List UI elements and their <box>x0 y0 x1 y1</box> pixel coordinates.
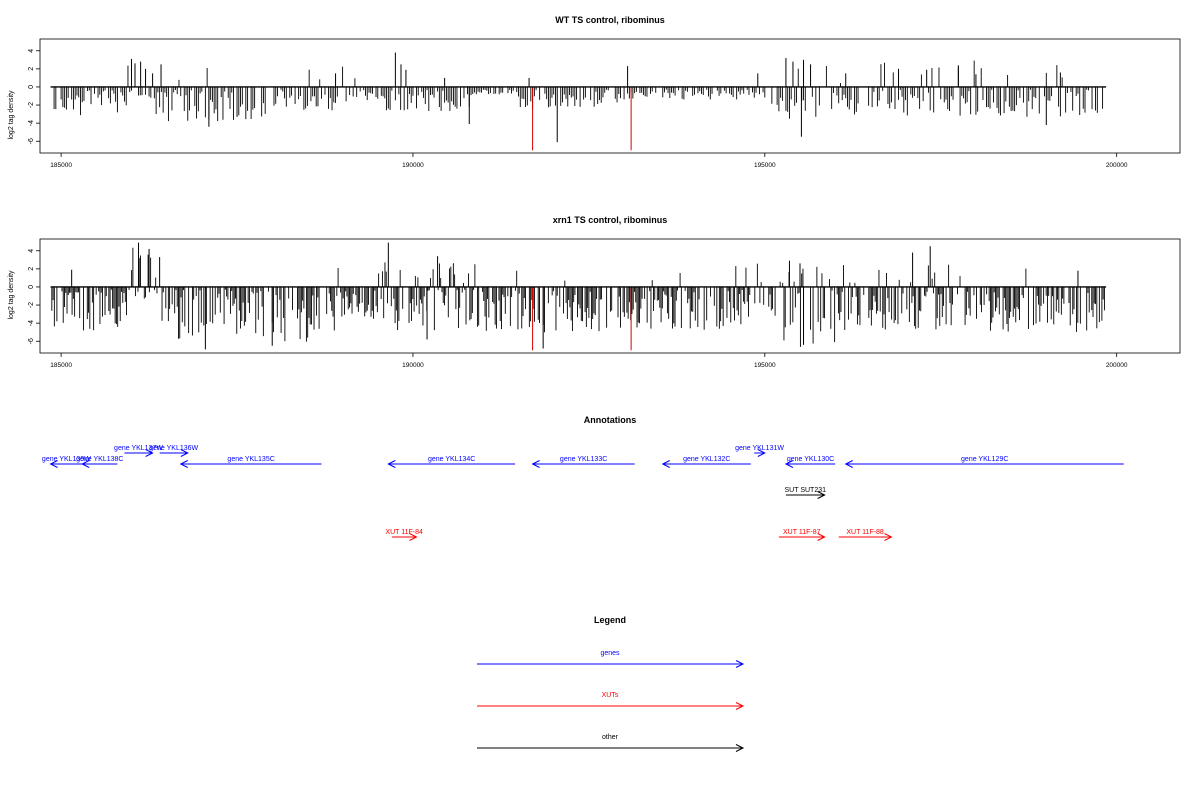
wt-panel-title: WT TS control, ribominus <box>555 15 665 25</box>
feature-label-xut-11f-88: XUT 11F-88 <box>846 529 884 536</box>
feature-label-gene-ykl133c: gene YKL133C <box>560 456 607 463</box>
wt-y-tick-label-3: -2 <box>28 102 35 108</box>
xrn1-panel-title: xrn1 TS control, ribominus <box>553 215 668 225</box>
legend-items: genes XUTs other <box>477 650 745 752</box>
legend-item-xuts: XUTs <box>477 692 745 710</box>
feature-label-gene-ykl130c: gene YKL130C <box>787 456 834 463</box>
wt-x-tick-label-2: 195000 <box>754 162 776 169</box>
feature-label-xut-11f-87: XUT 11F-87 <box>783 529 821 536</box>
feature-xut-11f-87: XUT 11F-87 <box>778 529 826 541</box>
feature-gene-ykl138c: gene YKL138C <box>76 456 123 468</box>
feature-label-gene-ykl132c: gene YKL132C <box>683 456 730 463</box>
xrn1-y-tick-label-5: -6 <box>28 338 35 344</box>
xrn1-y-tick-label-3: -2 <box>28 302 35 308</box>
feature-arrow-xut-11f-84-head <box>409 533 418 541</box>
feature-gene-ykl130c: gene YKL130C <box>784 456 836 468</box>
feature-arrow-xut-11f-87-head <box>817 533 826 541</box>
feature-gene-ykl134c: gene YKL134C <box>387 456 515 468</box>
feature-sut-sut231: SUT SUT231 <box>785 487 827 499</box>
feature-label-gene-ykl139w: gene YKL139W <box>42 456 91 463</box>
feature-arrow-gene-ykl131w-head <box>757 449 766 457</box>
feature-gene-ykl135c: gene YKL135C <box>179 456 322 468</box>
feature-arrow-xut-11f-88-head <box>884 533 893 541</box>
feature-arrow-gene-ykl134c-head <box>387 460 396 468</box>
legend-item-other: other <box>477 734 745 752</box>
feature-arrow-gene-ykl133c-head <box>531 460 540 468</box>
xrn1-x-axis: 185000 190000 195000 200000 <box>50 353 1128 369</box>
xrn1-y-tick-label-0: 4 <box>28 249 35 253</box>
xrn1-y-tick-label-1: 2 <box>28 267 35 271</box>
wt-y-axis: 4 2 0 -2 -4 -6 <box>28 49 40 144</box>
xrn1-y-axis-label: log2 tag density <box>8 270 15 320</box>
xrn1-y-tick-label-2: 0 <box>28 285 35 289</box>
feature-xut-11f-84: XUT 11F-84 <box>385 529 423 541</box>
feature-gene-ykl136w: gene YKL136W <box>149 445 199 457</box>
feature-label-gene-ykl134c: gene YKL134C <box>428 456 475 463</box>
feature-arrow-gene-ykl139w-head <box>49 460 58 468</box>
legend-arrow-xuts-head <box>735 702 745 710</box>
legend-title: Legend <box>594 615 626 625</box>
wt-x-tick-label-1: 190000 <box>402 162 424 169</box>
feature-arrow-gene-ykl137w-head <box>145 449 154 457</box>
xrn1-x-tick-label-0: 185000 <box>50 362 72 369</box>
wt-y-tick-label-2: 0 <box>28 85 35 89</box>
feature-label-gene-ykl138c: gene YKL138C <box>76 456 123 463</box>
wt-panel: WT TS control, ribominus log2 tag densit… <box>8 15 1181 169</box>
wt-x-tick-label-3: 200000 <box>1106 162 1128 169</box>
xrn1-y-axis: 4 2 0 -2 -4 -6 <box>28 249 40 344</box>
feature-gene-ykl137w: gene YKL137W <box>114 445 163 457</box>
wt-y-tick-label-0: 4 <box>28 49 35 53</box>
feature-label-gene-ykl137w: gene YKL137W <box>114 445 163 452</box>
feature-arrow-gene-ykl138c-head <box>81 460 90 468</box>
legend-arrow-other-head <box>735 744 745 752</box>
legend-item-genes: genes <box>477 650 745 668</box>
wt-y-axis-label: log2 tag density <box>8 90 15 140</box>
legend-arrow-genes-head <box>735 660 745 668</box>
xrn1-panel: xrn1 TS control, ribominus log2 tag dens… <box>8 215 1181 369</box>
wt-y-tick-label-1: 2 <box>28 67 35 71</box>
feature-arrow-gene-ykl132c-head <box>661 460 671 468</box>
xrn1-x-tick-label-3: 200000 <box>1106 362 1128 369</box>
wt-plot-box <box>39 38 1181 154</box>
feature-label-gene-ykl136w: gene YKL136W <box>149 445 198 452</box>
feature-label-xut-11f-84: XUT 11F-84 <box>385 529 423 536</box>
annotations-title: Annotations <box>584 415 637 425</box>
legend-label-xuts: XUTs <box>602 692 619 699</box>
wt-y-tick-label-4: -4 <box>28 120 35 126</box>
xrn1-y-tick-label-4: -4 <box>28 320 35 326</box>
feature-label-gene-ykl129c: gene YKL129C <box>961 456 1008 463</box>
wt-plot-layer <box>50 52 1107 151</box>
xrn1-x-tick-label-1: 190000 <box>402 362 424 369</box>
feature-xut-11f-88: XUT 11F-88 <box>838 529 893 541</box>
legend: Legend genes XUTs other <box>477 615 745 752</box>
legend-label-other: other <box>602 734 619 741</box>
wt-x-axis: 185000 190000 195000 200000 <box>50 153 1128 169</box>
wt-y-tick-label-5: -6 <box>28 138 35 144</box>
feature-gene-ykl133c: gene YKL133C <box>531 456 635 468</box>
wt-x-tick-label-0: 185000 <box>50 162 72 169</box>
feature-arrow-sut-sut231-head <box>817 491 826 499</box>
feature-label-gene-ykl131w: gene YKL131W <box>735 445 784 452</box>
feature-gene-ykl129c: gene YKL129C <box>844 456 1124 468</box>
feature-arrow-gene-ykl130c-head <box>784 460 794 468</box>
feature-label-sut-sut231: SUT SUT231 <box>785 487 827 494</box>
feature-arrow-gene-ykl135c-head <box>179 460 188 468</box>
feature-arrow-gene-ykl136w-head <box>180 449 189 457</box>
xrn1-plot-box <box>39 238 1181 354</box>
xrn1-plot-layer <box>50 242 1107 351</box>
feature-gene-ykl139w: gene YKL139W <box>42 456 91 468</box>
feature-label-gene-ykl135c: gene YKL135C <box>227 456 274 463</box>
feature-arrow-gene-ykl129c-head <box>844 460 853 468</box>
feature-gene-ykl132c: gene YKL132C <box>661 456 751 468</box>
legend-label-genes: genes <box>600 650 620 657</box>
feature-gene-ykl131w: gene YKL131W <box>735 445 784 457</box>
xrn1-x-tick-label-2: 195000 <box>754 362 776 369</box>
